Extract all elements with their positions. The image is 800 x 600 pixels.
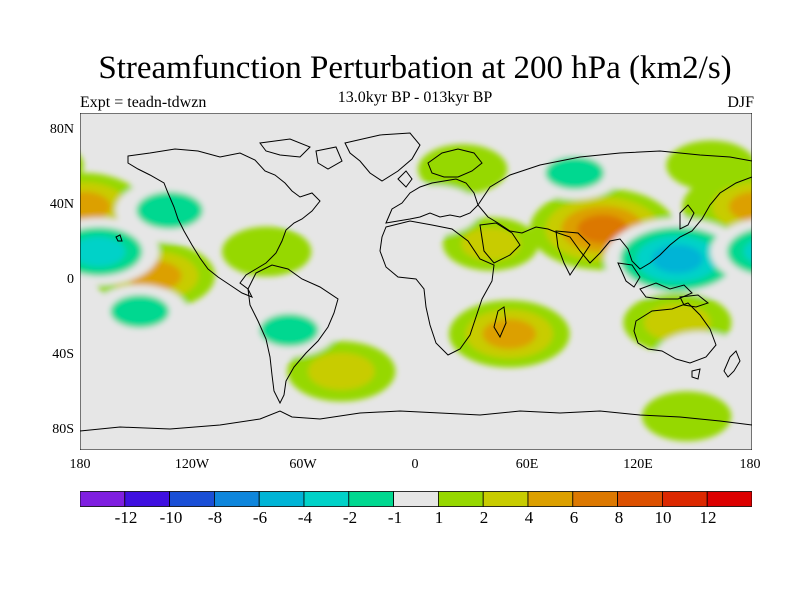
contour-field [80,140,752,442]
colorbar-swatch [348,491,394,507]
colorbar-label: -6 [252,508,268,527]
lon-tick-label: 0 [411,457,419,472]
anomaly-contour [308,352,375,390]
coastlines [80,132,752,432]
anomaly-contour [80,191,111,222]
colorbar-swatch [617,491,663,507]
colorbar-swatch [213,491,260,507]
colorbar-label: 2 [479,508,489,527]
lat-tick-label: 40S [52,347,74,362]
colorbar-swatch [482,491,529,507]
time-range-subtitle: 13.0kyr BP - 013kyr BP [337,89,493,106]
lon-tick-label: 60E [515,457,539,472]
anomaly-contour [641,391,732,442]
lon-tick-label: 180 [69,457,91,472]
anomaly-contour [728,191,752,222]
colorbar-swatch [303,491,350,507]
colorbar-swatch [169,491,215,507]
lon-tick-label: 180 [739,457,761,472]
anomaly-contour [727,229,752,274]
colorbar-label: -4 [297,508,313,527]
colorbar-swatch [258,491,305,507]
colorbar-label: -10 [159,508,183,527]
anomaly-contour [389,185,480,236]
anomaly-contour [136,191,203,229]
anomaly-contour [655,331,745,382]
colorbar-label: -8 [207,508,223,527]
anomaly-contour [110,295,170,328]
colorbar-swatch [706,491,752,507]
colorbar-swatch [80,491,126,507]
lon-tick-label: 60W [289,457,317,472]
colorbar [80,491,752,507]
anomaly-contour [482,318,537,349]
lat-tick-label: 40N [49,197,74,212]
anomaly-contour [80,155,84,176]
anomaly-contour [651,244,703,274]
colorbar-label: 4 [524,508,534,527]
anomaly-contour [268,177,359,228]
lat-tick-label: 80N [49,122,74,137]
season-label: DJF [727,94,754,111]
colorbar-label: 10 [654,508,672,527]
anomaly-contour [221,226,312,277]
colorbar-label: 12 [699,508,717,527]
experiment-label: Expt = teadn-tdwzn [80,94,207,111]
anomaly-contour [80,236,126,267]
colorbar-swatch [662,491,708,507]
colorbar-label: 1 [434,508,444,527]
anomaly-contour [577,214,629,244]
anomaly-contour [545,156,605,190]
colorbar-swatch [124,491,170,507]
colorbar-label: -1 [387,508,403,527]
colorbar-swatch [393,491,439,507]
chart-title: Streamfunction Perturbation at 200 hPa (… [98,50,732,86]
map-plot-area [80,113,752,450]
anomaly-contour [666,140,752,191]
lon-tick-label: 120W [174,457,210,472]
colorbar-label: -2 [342,508,358,527]
colorbar-swatch [527,491,574,507]
colorbar-swatch [572,491,618,507]
anomaly-contour [259,313,319,347]
colorbar-label: 6 [569,508,579,527]
colorbar-label: -12 [114,508,138,527]
lat-tick-label: 0 [67,272,74,287]
colorbar-swatch [437,491,484,507]
anomaly-contour [156,359,247,410]
lat-tick-label: 80S [52,422,74,437]
lon-tick-label: 120E [623,457,653,472]
colorbar-label: 8 [614,508,624,527]
anomaly-contour [743,240,752,263]
